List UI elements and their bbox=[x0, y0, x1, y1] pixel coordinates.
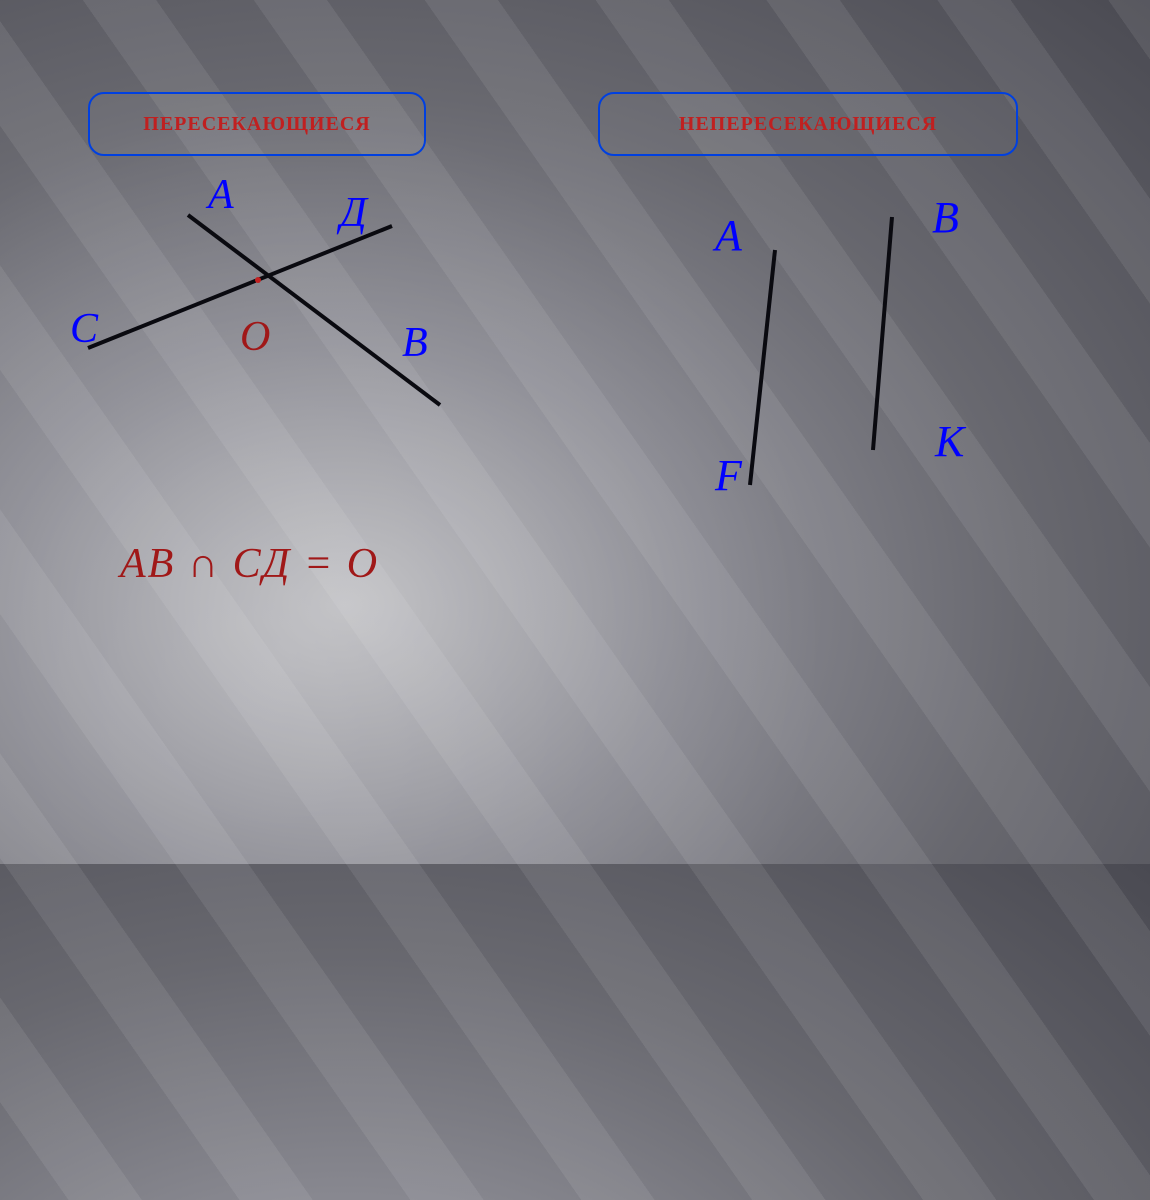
line-ab bbox=[188, 215, 440, 405]
title-box-non-intersecting: НЕПЕРЕСЕКАЮЩИЕСЯ bbox=[598, 92, 1018, 156]
intersection-formula: АВ ∩ СД = О bbox=[120, 540, 379, 588]
label-b2: В bbox=[932, 193, 959, 242]
diagram-non-intersecting: А В F K bbox=[660, 190, 1080, 520]
label-b: В bbox=[402, 320, 428, 366]
line-bk bbox=[873, 217, 892, 450]
label-a: А bbox=[205, 172, 234, 218]
label-d: Д bbox=[336, 190, 369, 236]
label-a2: А bbox=[712, 211, 743, 260]
title-non-intersecting-text: НЕПЕРЕСЕКАЮЩИЕСЯ bbox=[679, 113, 937, 136]
title-intersecting-text: ПЕРЕСЕКАЮЩИЕСЯ bbox=[143, 113, 370, 136]
diagram-intersecting: А Д С О В bbox=[40, 170, 490, 450]
label-f: F bbox=[714, 451, 743, 500]
label-o: О bbox=[240, 314, 270, 360]
intersection-point bbox=[255, 277, 261, 283]
line-af bbox=[750, 250, 775, 485]
label-k: K bbox=[934, 417, 967, 466]
label-c: С bbox=[70, 306, 99, 352]
title-box-intersecting: ПЕРЕСЕКАЮЩИЕСЯ bbox=[88, 92, 426, 156]
